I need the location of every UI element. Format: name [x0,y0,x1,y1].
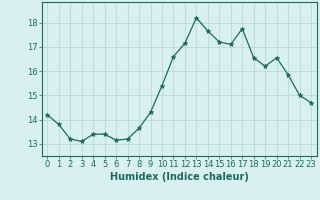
X-axis label: Humidex (Indice chaleur): Humidex (Indice chaleur) [110,172,249,182]
